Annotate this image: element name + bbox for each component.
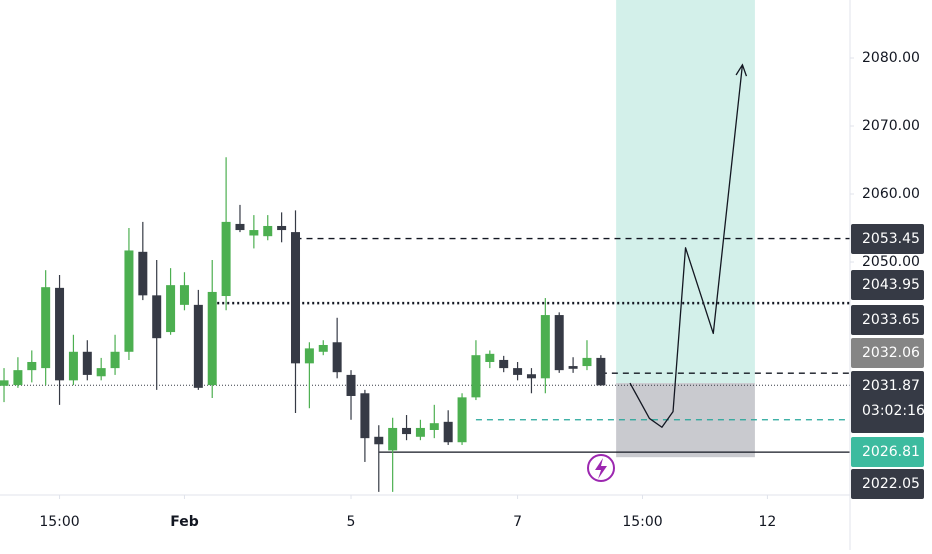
candle-body (402, 427, 412, 435)
price-tag (851, 469, 924, 499)
candle-body (277, 225, 287, 231)
price-tag (851, 338, 924, 368)
candle-body (179, 285, 189, 305)
candle-body (55, 287, 65, 381)
candle-body (207, 291, 217, 386)
candle-body (554, 315, 564, 371)
price-tag (851, 437, 924, 467)
price-tags: 2053.45 2043.95 2033.65 2032.06 2031.87 03:02… (851, 224, 925, 499)
candle-body (332, 342, 342, 373)
candle-body (318, 344, 328, 352)
candle-body (485, 353, 495, 362)
countdown-label: 03:02:16 (862, 403, 925, 419)
candle-body (415, 427, 425, 437)
candle-body (443, 421, 453, 443)
candle-body (110, 351, 120, 369)
price-tag (851, 371, 924, 433)
candle-body (68, 351, 78, 381)
candle-body (388, 427, 398, 451)
candle-body (193, 304, 203, 388)
price-tag-label: 2026.81 (862, 444, 920, 460)
candle-body (540, 315, 550, 379)
candle-body (152, 295, 162, 339)
price-tag (851, 305, 924, 335)
y-tick-label: 2070.00 (862, 118, 920, 134)
candle-body (291, 232, 301, 364)
x-tick-label: 15:00 (39, 514, 79, 530)
price-tag-label: 2032.06 (862, 345, 920, 361)
candle-body (304, 348, 314, 364)
candle-body (96, 368, 106, 377)
candle-body (27, 361, 37, 371)
candle-body (124, 250, 134, 352)
candle-body (41, 287, 51, 369)
y-tick-label: 2060.00 (862, 186, 920, 202)
price-tag-label: 2053.45 (862, 231, 920, 247)
candle-body (457, 397, 467, 443)
y-tick-label: 2050.00 (862, 254, 920, 270)
candle-body (138, 251, 148, 296)
price-tag-label: 2043.95 (862, 277, 920, 293)
candle-body (346, 374, 356, 396)
candle-body (374, 436, 384, 445)
candle-body (596, 357, 606, 386)
candle-body (526, 374, 536, 379)
axes: 2050.00 2060.00 2070.00 2080.00 15:00 Feb 5 7 15… (39, 50, 920, 530)
candle-body (0, 380, 9, 386)
candle-body (82, 351, 92, 375)
candle-body (429, 423, 439, 430)
candle-body (568, 366, 578, 369)
candle-body (249, 230, 259, 236)
price-tag (851, 270, 924, 300)
x-tick-label: 15:00 (622, 514, 662, 530)
candle-body (221, 221, 231, 297)
plot-area (0, 0, 850, 492)
price-tag-label: 2033.65 (862, 312, 920, 328)
candle-body (471, 355, 481, 398)
event-icon (587, 454, 615, 482)
candle-body (582, 357, 592, 367)
candle-body (235, 223, 245, 231)
y-tick-label: 2080.00 (862, 50, 920, 66)
candle-body (513, 368, 523, 375)
x-tick-label: 7 (513, 514, 522, 530)
price-tag (851, 224, 924, 254)
x-tick-label: Feb (170, 514, 199, 530)
candle-body (499, 359, 509, 369)
projection-line (629, 64, 744, 428)
candle-body (263, 225, 273, 237)
price-tag-label: 2022.05 (862, 476, 920, 492)
price-tag-label: 2031.87 (862, 378, 920, 394)
candle-body (13, 370, 23, 386)
projection-arrowhead (735, 63, 748, 77)
x-tick-label: 12 (759, 514, 777, 530)
candle-body (166, 285, 176, 333)
candle-body (360, 393, 370, 439)
x-tick-label: 5 (347, 514, 356, 530)
position-profit-zone (616, 0, 755, 384)
